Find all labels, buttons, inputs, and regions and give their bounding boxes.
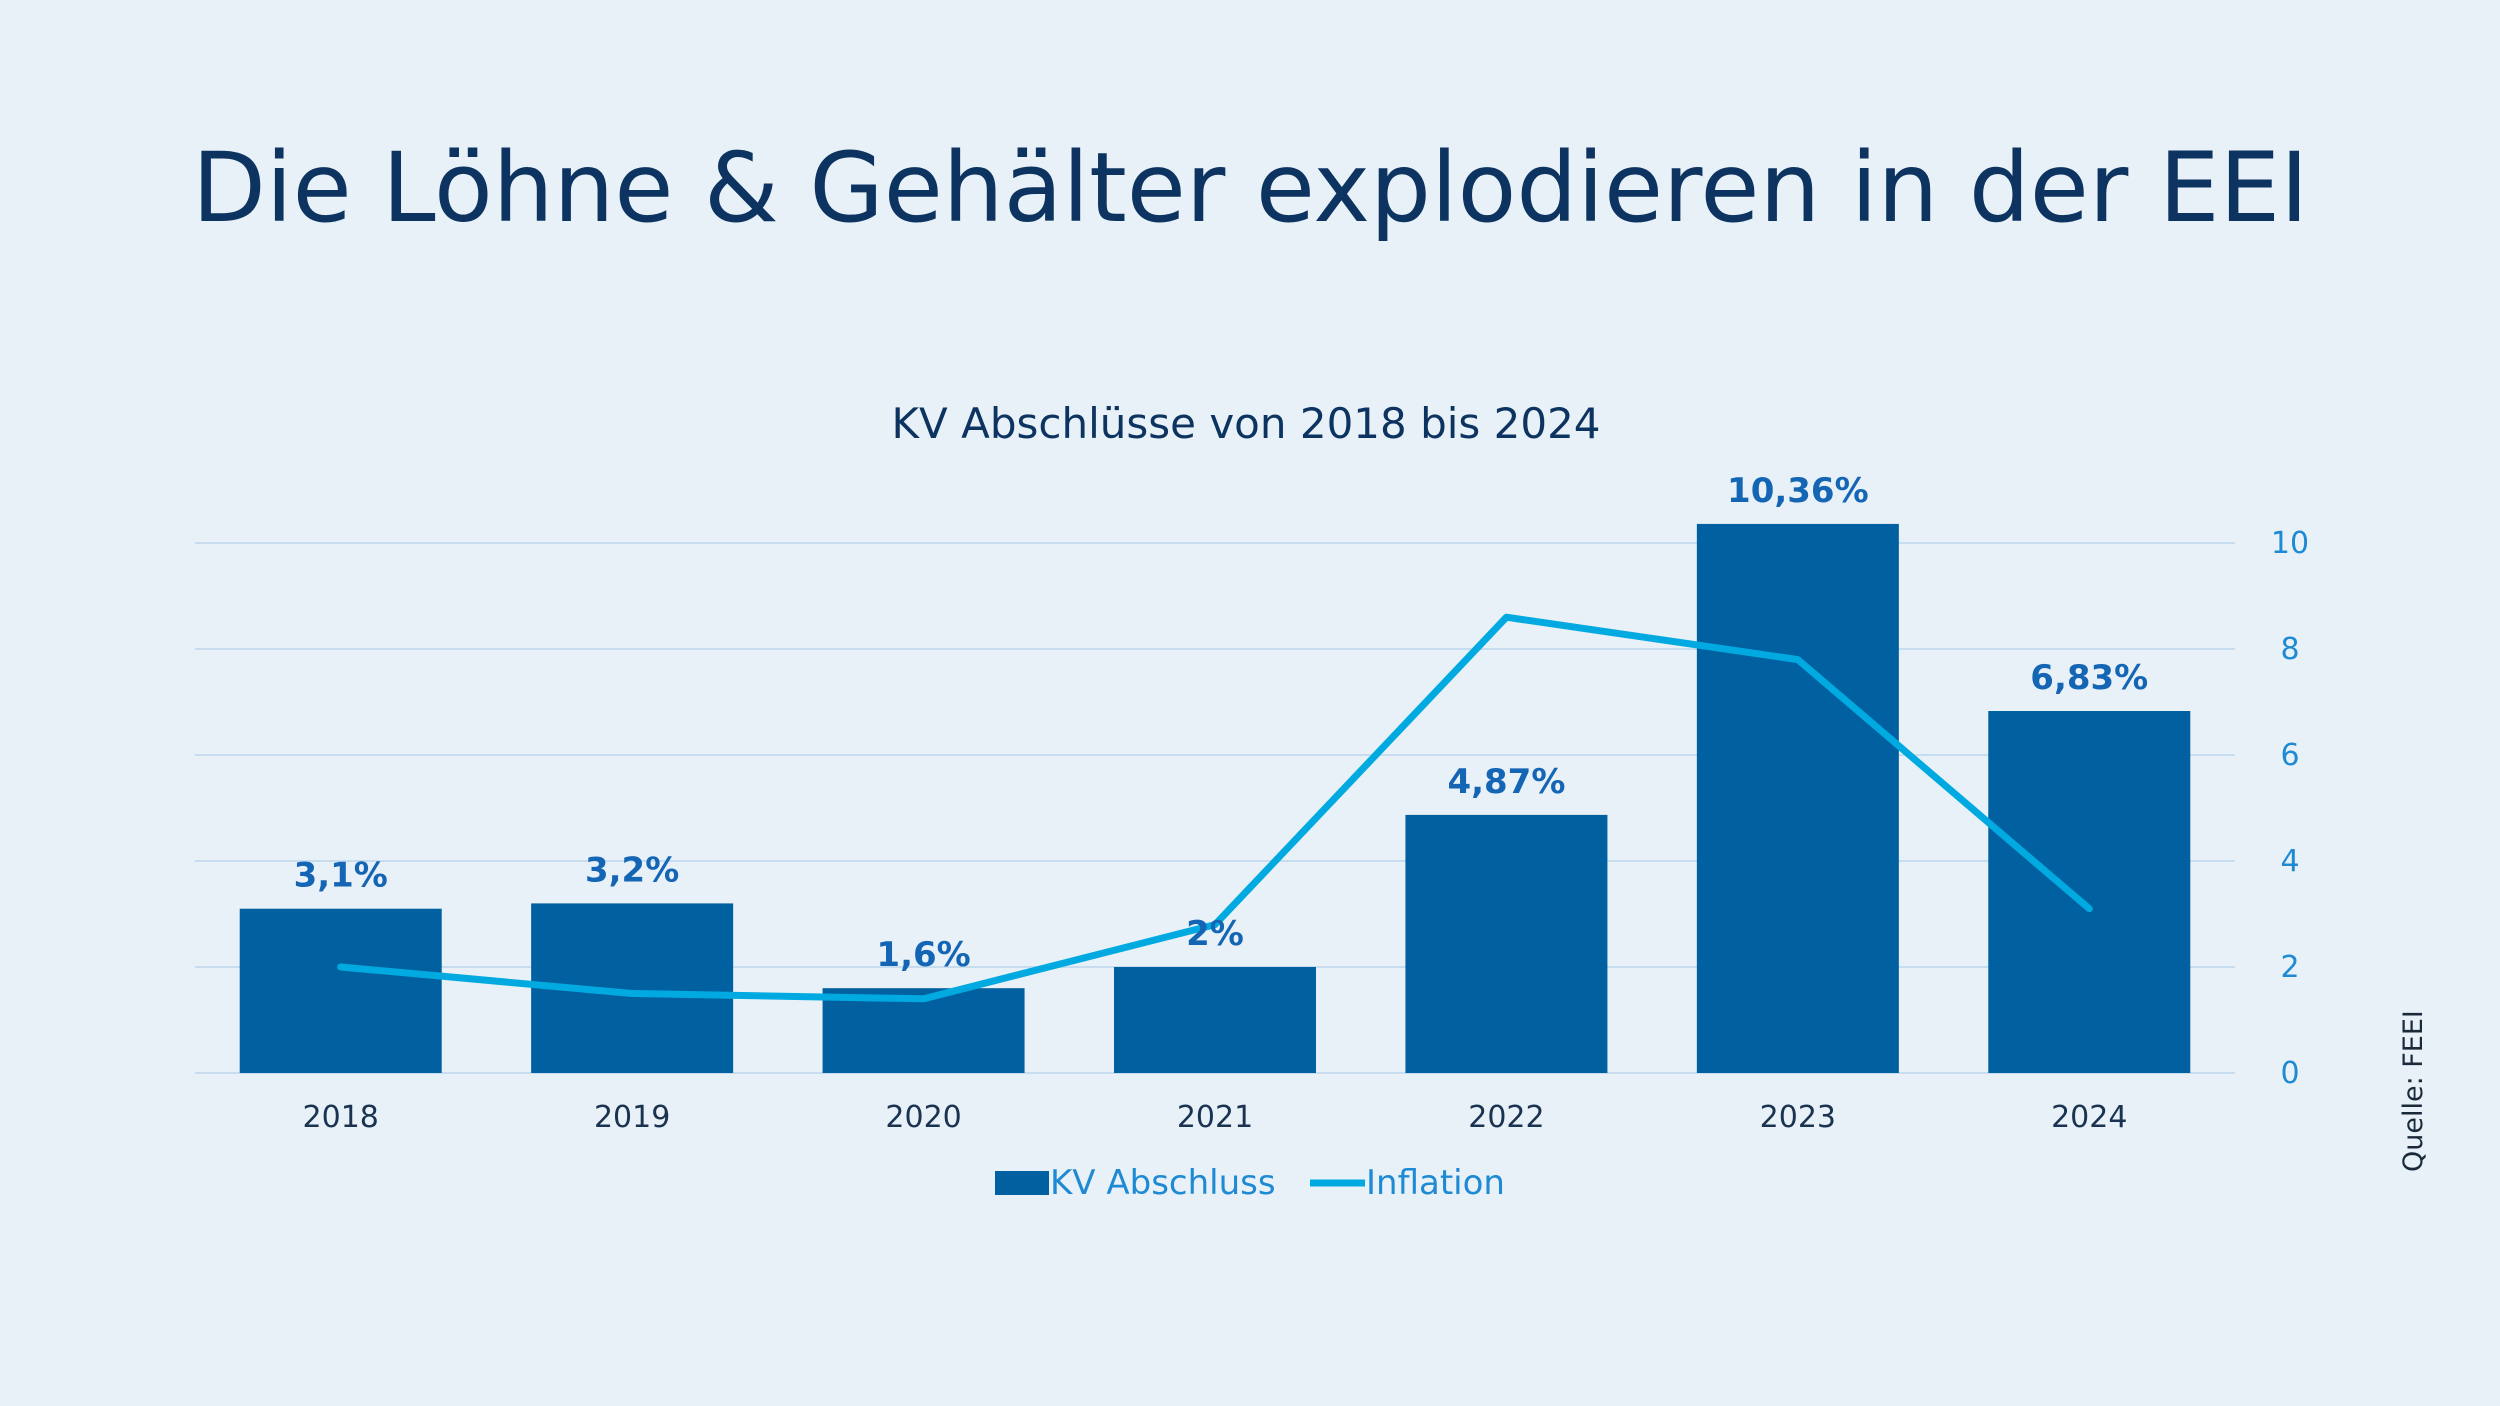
chart-title: KV Abschlüsse von 2018 bis 2024 bbox=[891, 399, 1600, 448]
x-tick-label: 2023 bbox=[1760, 1100, 1836, 1135]
bar bbox=[1405, 814, 1608, 1073]
bar-data-label: 3,1% bbox=[294, 856, 388, 896]
x-tick-label: 2018 bbox=[303, 1100, 379, 1135]
page-headline: Die Löhne & Gehälter explodieren in der … bbox=[192, 132, 2309, 244]
bar bbox=[1114, 967, 1316, 1073]
y-tick-label: 4 bbox=[2280, 844, 2299, 879]
bar-data-label: 4,87% bbox=[1447, 762, 1565, 802]
y-tick-label: 8 bbox=[2280, 632, 2299, 667]
x-tick-label: 2022 bbox=[1468, 1100, 1544, 1135]
bar bbox=[1988, 711, 2191, 1073]
bar-data-label: 1,6% bbox=[876, 935, 970, 975]
legend: KV Abschluss Inflation bbox=[995, 1163, 1505, 1203]
y-tick-label: 2 bbox=[2280, 950, 2299, 985]
bar bbox=[239, 908, 442, 1073]
bar-data-label: 6,83% bbox=[2030, 658, 2148, 698]
bar-data-label: 3,2% bbox=[585, 850, 679, 890]
bar bbox=[1696, 523, 1899, 1073]
legend-label-bar: KV Abschluss bbox=[1050, 1163, 1276, 1203]
legend-swatch-bar bbox=[995, 1171, 1049, 1195]
data-labels: 3,1% 3,2% 1,6% 2% 4,87% 10,36% 6,83% bbox=[294, 471, 2149, 975]
line-series bbox=[337, 613, 2093, 1003]
x-axis-ticks: 2018 2019 2020 2021 2022 2023 2024 bbox=[303, 1100, 2128, 1135]
source-note: Quelle: FEEI bbox=[2398, 1010, 2429, 1172]
x-tick-label: 2021 bbox=[1177, 1100, 1253, 1135]
bar-data-label: 2% bbox=[1186, 914, 1244, 954]
y-tick-label: 10 bbox=[2271, 526, 2309, 561]
x-tick-label: 2020 bbox=[885, 1100, 961, 1135]
legend-label-line: Inflation bbox=[1366, 1163, 1505, 1203]
bar-data-label: 10,36% bbox=[1727, 471, 1869, 511]
x-tick-label: 2019 bbox=[594, 1100, 670, 1135]
bar bbox=[822, 988, 1025, 1073]
x-tick-label: 2024 bbox=[2051, 1100, 2127, 1135]
y-axis-ticks: 0 2 4 6 8 10 bbox=[2271, 526, 2309, 1091]
y-tick-label: 6 bbox=[2280, 738, 2299, 773]
bar-series bbox=[239, 523, 2191, 1073]
y-tick-label: 0 bbox=[2280, 1056, 2299, 1091]
